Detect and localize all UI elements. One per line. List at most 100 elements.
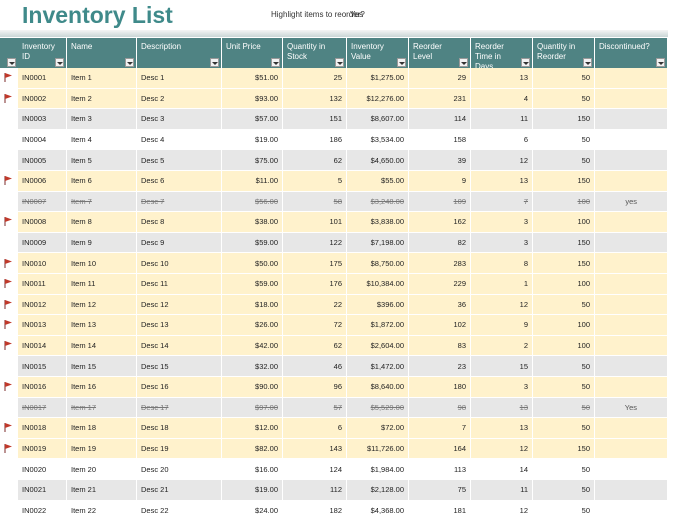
table-cell bbox=[595, 150, 668, 171]
table-cell: 7 bbox=[409, 418, 471, 439]
table-cell: Item 19 bbox=[67, 438, 137, 460]
table-cell: 50 bbox=[533, 480, 595, 501]
table-cell: IN0009 bbox=[18, 232, 67, 254]
table-cell: 180 bbox=[409, 377, 471, 398]
table-cell: $57.00 bbox=[222, 109, 283, 130]
table-cell: 12 bbox=[471, 150, 533, 171]
table-cell: 11 bbox=[471, 109, 533, 130]
table-cell bbox=[595, 253, 668, 274]
table-cell: 72 bbox=[283, 315, 347, 336]
table-cell: Item 6 bbox=[67, 171, 137, 192]
table-cell: $42.00 bbox=[222, 335, 283, 357]
table-cell: Item 12 bbox=[67, 294, 137, 316]
table-cell: IN0011 bbox=[18, 274, 67, 295]
table-cell: Item 5 bbox=[67, 150, 137, 171]
table-cell: 13 bbox=[471, 397, 533, 419]
filter-button[interactable] bbox=[521, 58, 530, 67]
table-cell: Item 3 bbox=[67, 109, 137, 130]
table-cell: Desc 13 bbox=[137, 315, 222, 336]
table-cell: $75.00 bbox=[222, 150, 283, 171]
flag-cell bbox=[0, 418, 18, 439]
flag-cell bbox=[0, 150, 18, 171]
table-cell: IN0004 bbox=[18, 129, 67, 151]
flag-icon bbox=[4, 341, 12, 351]
title-band bbox=[0, 30, 668, 37]
table-cell bbox=[595, 335, 668, 357]
filter-button[interactable] bbox=[7, 58, 16, 67]
header-cell: Inventory Value bbox=[347, 38, 409, 68]
table-cell: 36 bbox=[409, 294, 471, 316]
table-cell: $51.00 bbox=[222, 68, 283, 89]
flag-icon bbox=[4, 258, 12, 268]
table-cell: Desc 15 bbox=[137, 356, 222, 377]
table-cell: IN0012 bbox=[18, 294, 67, 316]
table-cell: Item 7 bbox=[67, 191, 137, 213]
table-cell: 100 bbox=[533, 315, 595, 336]
table-cell: 114 bbox=[409, 109, 471, 130]
table-cell: 101 bbox=[283, 212, 347, 233]
table-cell: 1 bbox=[471, 274, 533, 295]
flag-cell bbox=[0, 68, 18, 89]
table-cell: 12 bbox=[471, 294, 533, 316]
filter-button[interactable] bbox=[335, 58, 344, 67]
table-cell: $19.00 bbox=[222, 129, 283, 151]
table-cell: $24.00 bbox=[222, 500, 283, 521]
header-cell: Quantity in Stock bbox=[283, 38, 347, 68]
table-cell: 158 bbox=[409, 129, 471, 151]
table-cell bbox=[595, 109, 668, 130]
table-cell: 112 bbox=[283, 480, 347, 501]
header-cell: Unit Price bbox=[222, 38, 283, 68]
table-cell bbox=[595, 480, 668, 501]
filter-button[interactable] bbox=[459, 58, 468, 67]
table-cell: Desc 10 bbox=[137, 253, 222, 274]
filter-button[interactable] bbox=[656, 58, 665, 67]
table-cell: 6 bbox=[283, 418, 347, 439]
flag-cell bbox=[0, 294, 18, 316]
table-cell: Desc 1 bbox=[137, 68, 222, 89]
table-cell: 100 bbox=[533, 191, 595, 213]
table-cell: 13 bbox=[471, 418, 533, 439]
table-cell: 82 bbox=[409, 232, 471, 254]
flag-cell bbox=[0, 397, 18, 419]
table-cell: Desc 4 bbox=[137, 129, 222, 151]
table-cell: Desc 21 bbox=[137, 480, 222, 501]
table-cell bbox=[595, 438, 668, 460]
table-cell: 4 bbox=[471, 88, 533, 110]
flag-cell bbox=[0, 377, 18, 398]
table-cell: Item 20 bbox=[67, 459, 137, 480]
flag-cell bbox=[0, 335, 18, 357]
table-cell: Item 11 bbox=[67, 274, 137, 295]
filter-button[interactable] bbox=[210, 58, 219, 67]
table-cell: 58 bbox=[283, 191, 347, 213]
filter-button[interactable] bbox=[583, 58, 592, 67]
table-cell: 162 bbox=[409, 212, 471, 233]
table-cell: 57 bbox=[283, 397, 347, 419]
filter-button[interactable] bbox=[271, 58, 280, 67]
table-cell: IN0020 bbox=[18, 459, 67, 480]
filter-button[interactable] bbox=[55, 58, 64, 67]
table-cell: $12,276.00 bbox=[347, 88, 409, 110]
table-cell: Item 13 bbox=[67, 315, 137, 336]
flag-cell bbox=[0, 459, 18, 480]
flag-cell bbox=[0, 129, 18, 151]
table-cell: 150 bbox=[533, 232, 595, 254]
table-cell: $396.00 bbox=[347, 294, 409, 316]
table-cell: Item 8 bbox=[67, 212, 137, 233]
filter-button[interactable] bbox=[397, 58, 406, 67]
table-cell: Item 15 bbox=[67, 356, 137, 377]
table-cell: $1,472.00 bbox=[347, 356, 409, 377]
table-cell: 50 bbox=[533, 294, 595, 316]
table-cell: 124 bbox=[283, 459, 347, 480]
flag-cell bbox=[0, 232, 18, 254]
filter-button[interactable] bbox=[125, 58, 134, 67]
table-cell: 39 bbox=[409, 150, 471, 171]
table-cell: 50 bbox=[533, 418, 595, 439]
table-cell: 150 bbox=[533, 253, 595, 274]
table-cell: Item 21 bbox=[67, 480, 137, 501]
table-cell: 46 bbox=[283, 356, 347, 377]
prompt-value[interactable]: Yes bbox=[350, 10, 364, 19]
table-cell: Desc 17 bbox=[137, 397, 222, 419]
table-cell: Item 4 bbox=[67, 129, 137, 151]
table-cell bbox=[595, 212, 668, 233]
